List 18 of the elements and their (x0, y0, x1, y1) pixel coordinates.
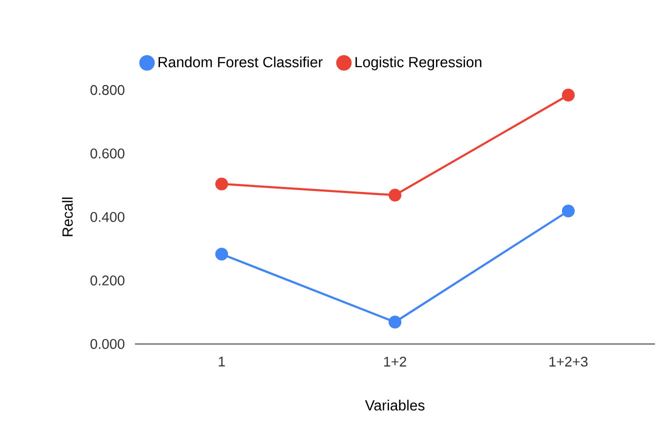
legend-label: Random Forest Classifier (158, 56, 323, 68)
point (388, 316, 402, 328)
point (562, 204, 575, 218)
y-axis-title: Recall (62, 198, 73, 236)
y-tick-label: 0.000 (90, 339, 124, 349)
x-tick-label: 1+2 (384, 356, 406, 366)
x-tick-label: 1 (218, 356, 225, 366)
legend-label: Logistic Regression (356, 56, 482, 70)
y-tick-label: 0.200 (90, 276, 124, 286)
point (215, 178, 228, 190)
y-tick-label: 0.400 (90, 212, 124, 222)
y-tick-label: 0.800 (90, 85, 124, 95)
point (215, 248, 228, 261)
x-tick-label: 1+2+3 (550, 356, 588, 367)
point (388, 188, 402, 202)
y-tick-label: 0.600 (90, 148, 124, 158)
point (562, 88, 575, 102)
x-axis-title: Variables (365, 400, 424, 411)
